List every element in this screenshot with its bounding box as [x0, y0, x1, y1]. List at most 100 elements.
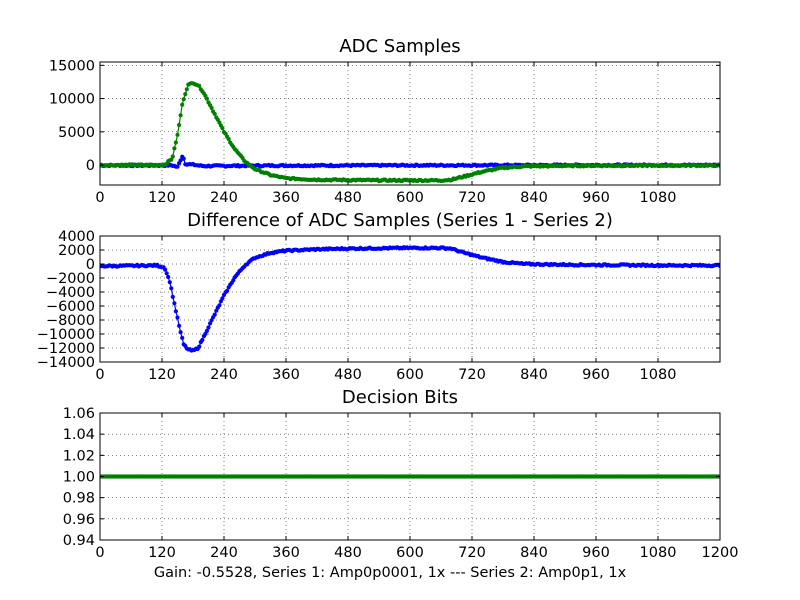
x-tick-label: 120: [148, 545, 176, 561]
y-tick-label: −12000: [37, 341, 95, 357]
data-point: [167, 280, 172, 285]
y-tick-label: 0.98: [63, 491, 95, 507]
data-point: [175, 164, 180, 169]
y-tick-label: 4000: [58, 229, 95, 245]
x-tick-label: 1080: [640, 190, 677, 206]
data-point: [178, 330, 183, 335]
x-tick-label: 960: [582, 545, 610, 561]
data-point: [177, 323, 182, 328]
data-point: [177, 122, 182, 128]
y-tick-label: 1.02: [63, 448, 95, 464]
y-tick-label: 5000: [58, 125, 95, 141]
x-tick-label: 240: [210, 545, 238, 561]
data-point: [212, 312, 217, 317]
data-point: [175, 315, 180, 320]
x-tick-label: 840: [520, 367, 548, 383]
data-point: [163, 267, 168, 272]
x-tick-label: 0: [95, 545, 104, 561]
y-tick-label: 0: [86, 257, 95, 273]
x-tick-label: 0: [95, 367, 104, 383]
data-point: [197, 83, 202, 88]
y-tick-label: 0: [86, 158, 95, 174]
data-point: [181, 156, 186, 161]
series-group: [100, 245, 720, 353]
x-tick-label: 840: [520, 190, 548, 206]
y-tick-label: 0.96: [63, 512, 95, 528]
data-point: [204, 96, 209, 101]
x-tick-label: 600: [396, 190, 424, 206]
x-tick-label: 360: [272, 545, 300, 561]
data-point: [217, 303, 222, 308]
x-tick-label: 480: [334, 545, 362, 561]
plot-area: [100, 236, 720, 362]
data-point: [164, 271, 169, 276]
x-tick-label: 360: [272, 367, 300, 383]
y-tick-label: 0.94: [63, 533, 95, 549]
y-tick-label: 10000: [49, 92, 95, 108]
data-point: [170, 154, 175, 159]
data-point: [226, 136, 231, 142]
data-point: [178, 158, 183, 163]
x-tick-label: 840: [520, 545, 548, 561]
x-tick-label: 120: [148, 367, 176, 383]
x-tick-label: 600: [396, 545, 424, 561]
data-point: [200, 337, 205, 343]
data-point: [197, 344, 202, 349]
data-point: [172, 301, 177, 306]
y-tick-label: 2000: [58, 243, 95, 259]
x-tick-label: 480: [334, 367, 362, 383]
x-tick-label: 1200: [702, 545, 739, 561]
x-tick-label: 720: [458, 190, 486, 206]
x-tick-label: 240: [210, 367, 238, 383]
y-tick-label: −10000: [37, 327, 95, 343]
x-tick-label: 240: [210, 190, 238, 206]
data-point: [225, 288, 230, 293]
data-point: [170, 294, 175, 299]
data-point: [717, 263, 720, 269]
data-point: [166, 274, 171, 280]
x-tick-label: 0: [95, 190, 104, 206]
data-point: [173, 309, 178, 314]
figure-footer: Gain: -0.5528, Series 1: Amp0p0001, 1x -…: [154, 565, 627, 581]
data-point: [220, 126, 225, 131]
x-tick-label: 960: [582, 190, 610, 206]
data-point: [209, 105, 214, 110]
data-point: [169, 286, 174, 291]
subplot-3: Decision Bits 0 120 240 360 480 600 720 840 960 10…: [63, 387, 739, 561]
subplot-title: ADC Samples: [339, 36, 460, 57]
subplot-2: Difference of ADC Samples (Series 1 - Se…: [37, 210, 721, 383]
x-tick-label: 1080: [640, 545, 677, 561]
y-tick-label: −4000: [46, 285, 95, 301]
data-point: [183, 92, 188, 97]
data-point: [204, 328, 209, 333]
x-tick-label: 360: [272, 190, 300, 206]
y-tick-label: −6000: [46, 299, 95, 315]
subplot-1: ADC Samples 0 120 240 360 480 600 720 840 960 1080…: [49, 36, 721, 206]
y-tick-label: 1.04: [63, 427, 95, 443]
data-point: [172, 146, 177, 151]
series-group: [100, 81, 720, 184]
data-point: [220, 296, 225, 301]
series-group: [100, 474, 720, 479]
data-point: [206, 325, 211, 330]
x-tick-label: 600: [396, 367, 424, 383]
data-point: [181, 97, 186, 102]
y-tick-label: 15000: [49, 58, 95, 74]
x-tick-label: 480: [334, 190, 362, 206]
data-point: [178, 113, 183, 118]
x-tick-label: 960: [582, 367, 610, 383]
subplot-title: Decision Bits: [342, 387, 458, 408]
y-tick-label: 1.00: [63, 470, 95, 486]
x-tick-label: 1080: [640, 367, 677, 383]
y-tick-label: −2000: [46, 271, 95, 287]
x-tick-label: 720: [458, 545, 486, 561]
data-point: [180, 102, 185, 107]
data-point: [180, 335, 185, 340]
y-tick-label: −14000: [37, 355, 95, 371]
data-point: [175, 132, 180, 137]
subplot-title: Difference of ADC Samples (Series 1 - Se…: [187, 210, 613, 231]
data-point: [173, 140, 178, 145]
data-point: [212, 111, 217, 116]
y-tick-label: 1.06: [63, 406, 95, 422]
